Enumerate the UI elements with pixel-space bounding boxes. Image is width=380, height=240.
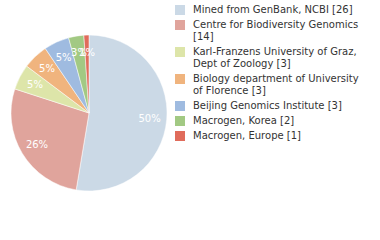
svg-text:1%: 1% [79,47,95,58]
html-text:Mined from GenBank, NCBI [26]: Mined from GenBank, NCBI [26] [193,4,353,15]
svg-text:50%: 50% [139,113,161,124]
html-text:Centre for Biodiversity Genomi: Centre for Biodiversity Genomics [14] [193,19,359,42]
svg-text:5%: 5% [27,79,43,90]
html-text:Biology department of Universi: Biology department of University of Flor… [193,73,359,96]
svg-text:5%: 5% [39,63,55,74]
html-text:Macrogen, Korea [2]: Macrogen, Korea [2] [193,115,295,126]
svg-text:5%: 5% [56,52,72,63]
svg-text:26%: 26% [26,139,48,150]
html-text:Macrogen, Europe [1]: Macrogen, Europe [1] [193,130,301,141]
html-text:Karl-Franzens University of Gr: Karl-Franzens University of Graz, Dept o… [193,46,357,69]
html-text:Beijing Genomics Institute [3]: Beijing Genomics Institute [3] [193,100,342,111]
